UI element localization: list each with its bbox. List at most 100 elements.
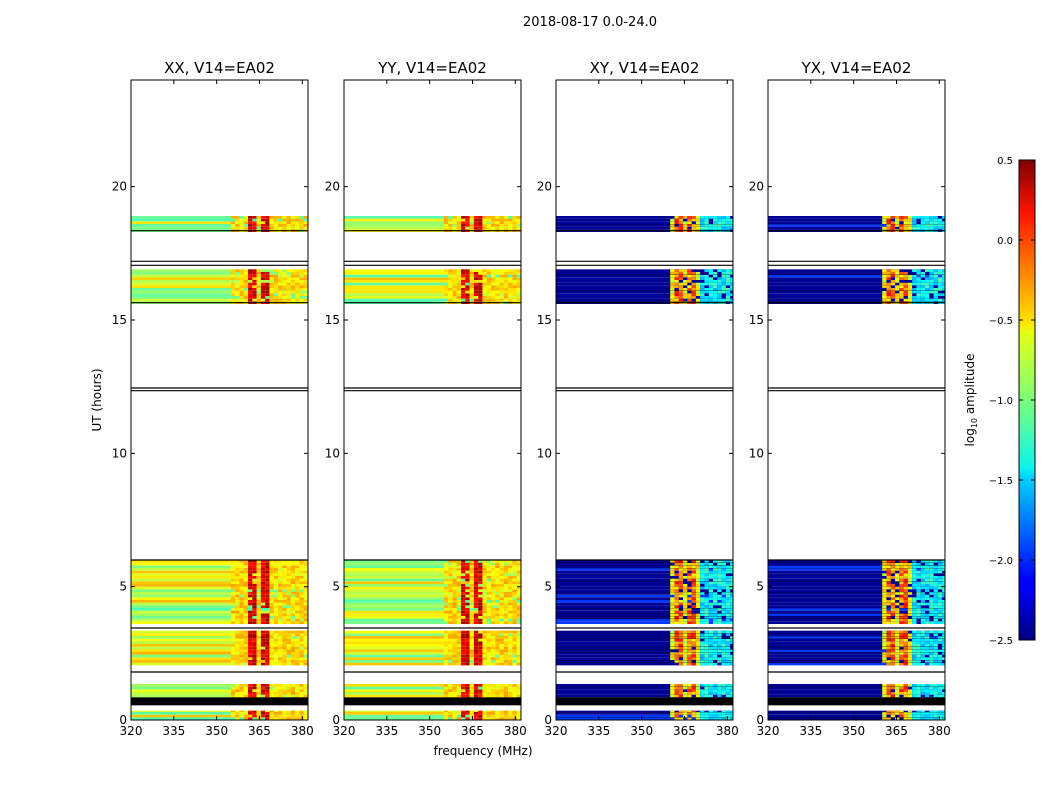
heatmap-row [344, 272, 521, 275]
heatmap-cell [248, 221, 253, 224]
heatmap-cell [933, 293, 938, 296]
heatmap-cell [721, 568, 726, 571]
heatmap-cell [687, 568, 692, 571]
heatmap-cell [929, 573, 934, 576]
heatmap-row [768, 613, 945, 616]
heatmap-cell [691, 649, 696, 652]
heatmap-cell [273, 608, 279, 611]
heatmap-cell [499, 216, 504, 219]
heatmap-cell [448, 641, 453, 644]
heatmap-row [768, 692, 945, 695]
heatmap-cell [721, 597, 726, 600]
heatmap-cell [278, 293, 283, 296]
heatmap-cell [674, 684, 679, 687]
heatmap-cell [273, 568, 279, 571]
heatmap-cell [265, 621, 270, 624]
heatmap-cell [465, 573, 470, 576]
heatmap-row [131, 290, 308, 294]
heatmap-cell [495, 218, 500, 222]
heatmap-cell [882, 652, 887, 655]
heatmap-cell [678, 618, 684, 622]
heatmap-cell [721, 290, 726, 294]
heatmap-cell [512, 662, 517, 666]
heatmap-cell [295, 712, 300, 715]
heatmap-cell [920, 597, 926, 600]
y-tick-label: 0 [756, 713, 764, 727]
heatmap-cell [448, 652, 453, 655]
heatmap-cell [452, 272, 457, 275]
heatmap-cell [278, 662, 283, 666]
heatmap-cell [670, 694, 675, 698]
heatmap-cell [486, 610, 492, 614]
axes-frame [343, 79, 522, 721]
heatmap-cell [725, 616, 731, 619]
heatmap-cell [907, 649, 913, 652]
heatmap-cell [495, 565, 500, 568]
heatmap-cell [903, 633, 908, 636]
heatmap-cell [912, 221, 917, 224]
heatmap-cell [916, 608, 921, 611]
heatmap-cell [886, 578, 891, 582]
heatmap-cell [691, 288, 696, 291]
heatmap-cell [717, 216, 722, 219]
heatmap-cell [903, 616, 908, 619]
heatmap-cell [260, 714, 266, 718]
heatmap-cell [929, 218, 934, 222]
heatmap-cell [937, 662, 943, 666]
heatmap-cell [683, 602, 688, 606]
heatmap-cell [499, 660, 504, 663]
heatmap-cell [899, 689, 904, 692]
heatmap-cell [499, 584, 504, 587]
heatmap-cell [713, 689, 718, 692]
heatmap-row [344, 277, 521, 280]
heatmap-cell [508, 641, 513, 644]
heatmap-cell [886, 689, 891, 692]
heatmap-cell [683, 641, 688, 644]
heatmap-cell [899, 630, 904, 634]
heatmap-cell [899, 605, 904, 608]
heatmap-cell [252, 714, 257, 718]
heatmap-cell [269, 613, 274, 616]
heatmap-cell [886, 654, 891, 658]
heatmap-cell [725, 660, 731, 663]
heatmap-cell [469, 597, 474, 600]
heatmap-cell [482, 269, 487, 272]
heatmap-cell [933, 644, 938, 647]
heatmap-cell [456, 290, 462, 294]
heatmap-cell [920, 613, 926, 616]
heatmap-cell [243, 618, 249, 622]
heatmap-cell [730, 597, 733, 600]
heatmap-row [131, 584, 308, 587]
heatmap-cell [933, 684, 938, 687]
heatmap-cell [687, 616, 692, 619]
heatmap-cell [704, 216, 709, 219]
heatmap-cell [448, 589, 453, 592]
heatmap-cell [269, 576, 274, 579]
heatmap-cell [256, 216, 261, 219]
heatmap-cell [491, 689, 496, 692]
heatmap-cell [290, 654, 296, 658]
heatmap-cell [674, 600, 679, 603]
heatmap-cell [942, 578, 945, 582]
heatmap-cell [299, 224, 304, 227]
heatmap-cell [882, 277, 887, 280]
heatmap-cell [495, 608, 500, 611]
heatmap-cell [678, 654, 684, 658]
heatmap-cell [516, 282, 521, 286]
heatmap-cell [456, 712, 462, 715]
heatmap-cell [443, 710, 449, 712]
x-tick-label: 365 [248, 724, 271, 738]
heatmap-cell [730, 600, 733, 603]
heatmap-cell [512, 282, 517, 286]
heatmap-cell [508, 277, 513, 280]
heatmap-cell [674, 221, 679, 224]
heatmap-cell [903, 573, 908, 576]
heatmap-cell [286, 652, 291, 655]
heatmap-cell [721, 657, 726, 660]
heatmap-cell [907, 216, 913, 219]
heatmap-cell [282, 597, 287, 600]
heatmap-cell [920, 641, 926, 644]
heatmap-cell [695, 684, 701, 687]
heatmap-cell [933, 290, 938, 294]
heatmap-cell [235, 578, 240, 582]
